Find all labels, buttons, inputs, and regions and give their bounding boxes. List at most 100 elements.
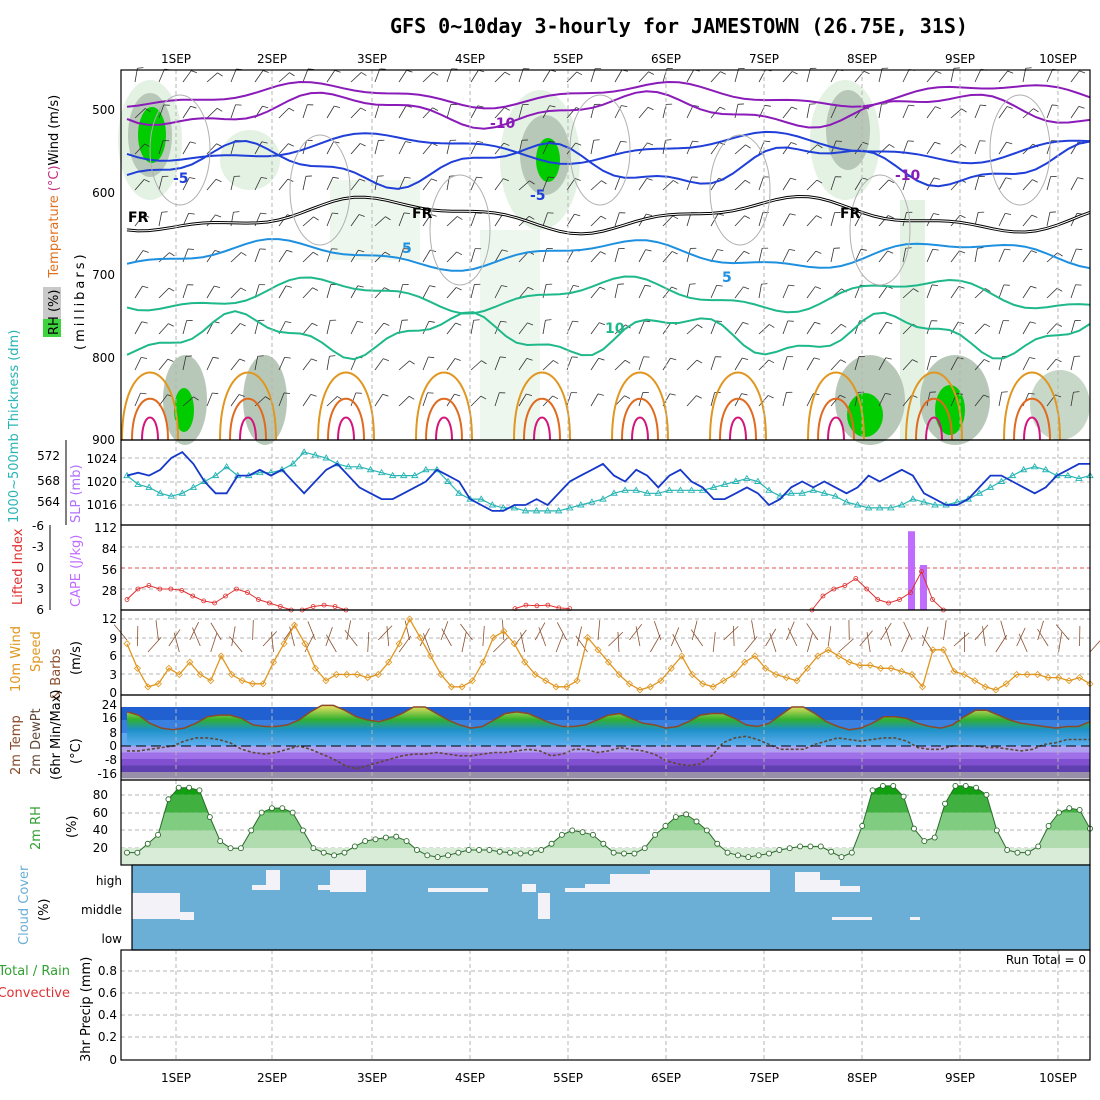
wind-barb: [158, 140, 164, 155]
wind-barb: [878, 68, 883, 83]
rh-point: [1024, 849, 1031, 856]
wind-barb-flag: [167, 358, 174, 362]
wind-barb-flag: [480, 395, 487, 400]
wind-barb: [576, 626, 582, 647]
li-point: [908, 590, 913, 595]
wind-barb: [494, 107, 505, 119]
wind-barb-flag: [644, 320, 651, 323]
wind-barb-flag: [1073, 391, 1080, 393]
rh-point: [1055, 809, 1062, 816]
wind-barb: [230, 104, 236, 119]
wind-barb: [158, 104, 165, 119]
wind-barb: [638, 249, 646, 263]
wind-barb: [374, 68, 381, 83]
wind-barb: [998, 248, 1005, 263]
wind-point: [332, 670, 340, 679]
wind-barb: [782, 356, 788, 371]
wind-barb: [398, 248, 404, 263]
wind-barb: [859, 630, 873, 647]
wind-barb: [926, 284, 933, 299]
cloud-block: [180, 912, 194, 920]
wind-barb: [278, 143, 289, 155]
wind-barb-flag: [816, 215, 822, 219]
contour-line: [1013, 397, 1051, 441]
wind-barb: [662, 215, 674, 227]
rh-tick: 60: [93, 806, 108, 820]
wind-point: [175, 670, 183, 679]
precip-panel: Run Total = 0 0.8 0.6 0.4 0.2 0 Total / …: [0, 949, 1091, 1067]
x-axis-bottom: 1SEP 2SEP 3SEP 4SEP 5SEP 6SEP 7SEP 8SEP …: [161, 1071, 1077, 1085]
wind-point: [573, 677, 581, 685]
wind-barb-flag: [1033, 108, 1039, 113]
wind-point: [1023, 670, 1031, 679]
rh-point: [1076, 806, 1083, 813]
wind-point: [939, 646, 948, 654]
wind-barb: [590, 251, 601, 263]
wind-barb-flag: [599, 286, 606, 290]
wind-barb: [902, 359, 913, 371]
wind-barb: [377, 625, 393, 641]
rh-point: [672, 814, 679, 820]
rh-point: [621, 850, 627, 857]
wind-barb-flag: [742, 322, 749, 325]
wind-barb-flag: [572, 320, 579, 323]
li-point: [886, 600, 892, 606]
wind-barb: [367, 632, 370, 653]
wind-barb: [806, 179, 818, 191]
wind-barb: [1046, 69, 1054, 83]
wind-barb: [998, 177, 1007, 191]
wind-barb-flag: [1051, 104, 1059, 106]
contour-line: [126, 90, 1091, 130]
wind-barb-flag: [860, 248, 867, 251]
wind-barb: [590, 140, 595, 155]
cloud-block: [252, 885, 266, 890]
wind-barb: [686, 248, 691, 263]
wind-barb: [231, 626, 236, 647]
wind-barb: [386, 626, 390, 647]
slp-ylabel: SLP (mb): [69, 464, 84, 523]
wind-barb: [302, 251, 314, 263]
wind-barb-flag: [428, 356, 435, 359]
wind-barb: [995, 635, 1008, 653]
freezing-line-inner: [126, 195, 1091, 235]
wind-barb-flag: [454, 358, 461, 361]
wind-barb: [1070, 248, 1077, 263]
freezing-label: FR: [840, 206, 861, 222]
wind-barb-flag: [624, 395, 631, 399]
li-point: [135, 586, 141, 592]
wind-barb-flag: [312, 287, 319, 291]
wind-barb-flag: [816, 179, 823, 184]
precip-label-convective: Convective: [0, 986, 70, 1001]
wind-barb-flag: [553, 360, 559, 364]
rh-point: [952, 782, 959, 789]
rh-base: [121, 848, 1090, 865]
li-point: [321, 602, 327, 608]
rh-point: [569, 827, 576, 834]
wind-point: [646, 683, 654, 691]
wind-point: [290, 621, 299, 629]
wind-barb-flag: [648, 71, 655, 75]
wind-barb-flag: [1078, 106, 1085, 109]
temperature-line: [126, 704, 1091, 731]
wind-barb-flag: [768, 359, 775, 364]
thickness-point: [765, 486, 773, 493]
wind-barb: [206, 72, 218, 83]
wind-barb: [902, 323, 914, 335]
thickness-point: [875, 504, 884, 511]
wind-barb-flag: [357, 321, 364, 323]
wind-barb: [254, 70, 264, 83]
wind-barb: [734, 144, 746, 155]
li-segment: [514, 604, 570, 610]
wind-barb-flag: [431, 178, 438, 182]
li-point: [266, 600, 272, 606]
wind-barb: [422, 143, 433, 155]
y-tick: 700: [92, 268, 115, 282]
thickness-point: [920, 498, 928, 505]
wind-barb-flag: [477, 105, 484, 108]
wind-barb: [998, 70, 1008, 83]
wind-barb: [374, 322, 385, 335]
wind-barb-flag: [741, 393, 748, 396]
contour-line: [327, 397, 365, 441]
wind-barb-flag: [385, 216, 391, 221]
wind-point: [929, 646, 937, 654]
